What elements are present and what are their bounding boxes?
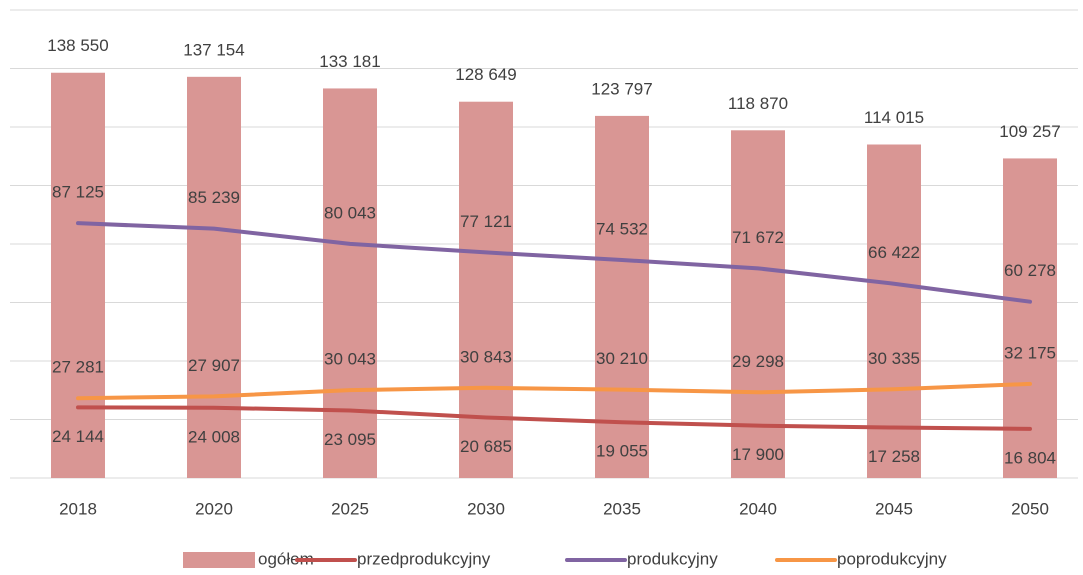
line <box>76 381 1032 401</box>
x-tick-label: 2030 <box>467 499 505 518</box>
data-label: 118 870 <box>728 94 788 113</box>
data-label: 60 278 <box>1004 261 1056 280</box>
data-label: 123 797 <box>591 79 652 98</box>
data-label: 24 008 <box>188 427 240 446</box>
legend-swatch <box>183 552 255 568</box>
data-label: 16 804 <box>1004 448 1056 467</box>
data-label: 66 422 <box>868 243 920 262</box>
x-tick-label: 2018 <box>59 499 97 518</box>
data-label: 77 121 <box>460 212 512 231</box>
bar <box>51 72 105 479</box>
data-label: 24 144 <box>52 427 104 446</box>
data-label: 30 210 <box>596 349 648 368</box>
data-label: 30 843 <box>460 347 512 366</box>
data-label: 30 335 <box>868 349 920 368</box>
data-label: 80 043 <box>324 203 376 222</box>
data-label: 128 649 <box>455 65 516 84</box>
data-label: 30 043 <box>324 350 376 369</box>
x-tick-label: 2050 <box>1011 499 1049 518</box>
data-label: 85 239 <box>188 188 240 207</box>
bar <box>323 88 377 479</box>
legend-label: przedprodukcyjny <box>357 549 491 568</box>
x-tick-label: 2035 <box>603 499 641 518</box>
data-label: 23 095 <box>324 430 376 449</box>
data-label: 133 181 <box>319 52 380 71</box>
data-label: 114 015 <box>864 108 924 127</box>
bar <box>595 115 649 479</box>
bar <box>731 130 785 479</box>
data-label: 17 258 <box>868 447 920 466</box>
data-label: 17 900 <box>732 445 784 464</box>
data-label: 27 281 <box>52 358 104 377</box>
legend-label: poprodukcyjny <box>837 549 947 568</box>
data-label: 32 175 <box>1004 343 1056 362</box>
line <box>76 221 1032 304</box>
data-label: 74 532 <box>596 219 648 238</box>
data-label: 29 298 <box>732 352 784 371</box>
bar <box>187 76 241 478</box>
data-label: 71 672 <box>732 228 784 247</box>
data-label: 27 907 <box>188 356 240 375</box>
x-tick-label: 2020 <box>195 499 233 518</box>
data-label: 109 257 <box>999 122 1060 141</box>
legend-label: ogółem <box>258 549 314 568</box>
data-label: 87 125 <box>52 183 104 202</box>
legend-label: produkcyjny <box>627 549 718 568</box>
data-label: 137 154 <box>183 40 244 59</box>
bar <box>867 144 921 479</box>
line <box>76 405 1032 431</box>
data-label: 138 550 <box>47 36 108 55</box>
data-label: 19 055 <box>596 442 648 461</box>
data-label: 20 685 <box>460 437 512 456</box>
x-tick-label: 2040 <box>739 499 777 518</box>
x-tick-label: 2025 <box>331 499 369 518</box>
x-tick-label: 2045 <box>875 499 913 518</box>
bar <box>1003 158 1057 478</box>
bar <box>459 101 513 479</box>
